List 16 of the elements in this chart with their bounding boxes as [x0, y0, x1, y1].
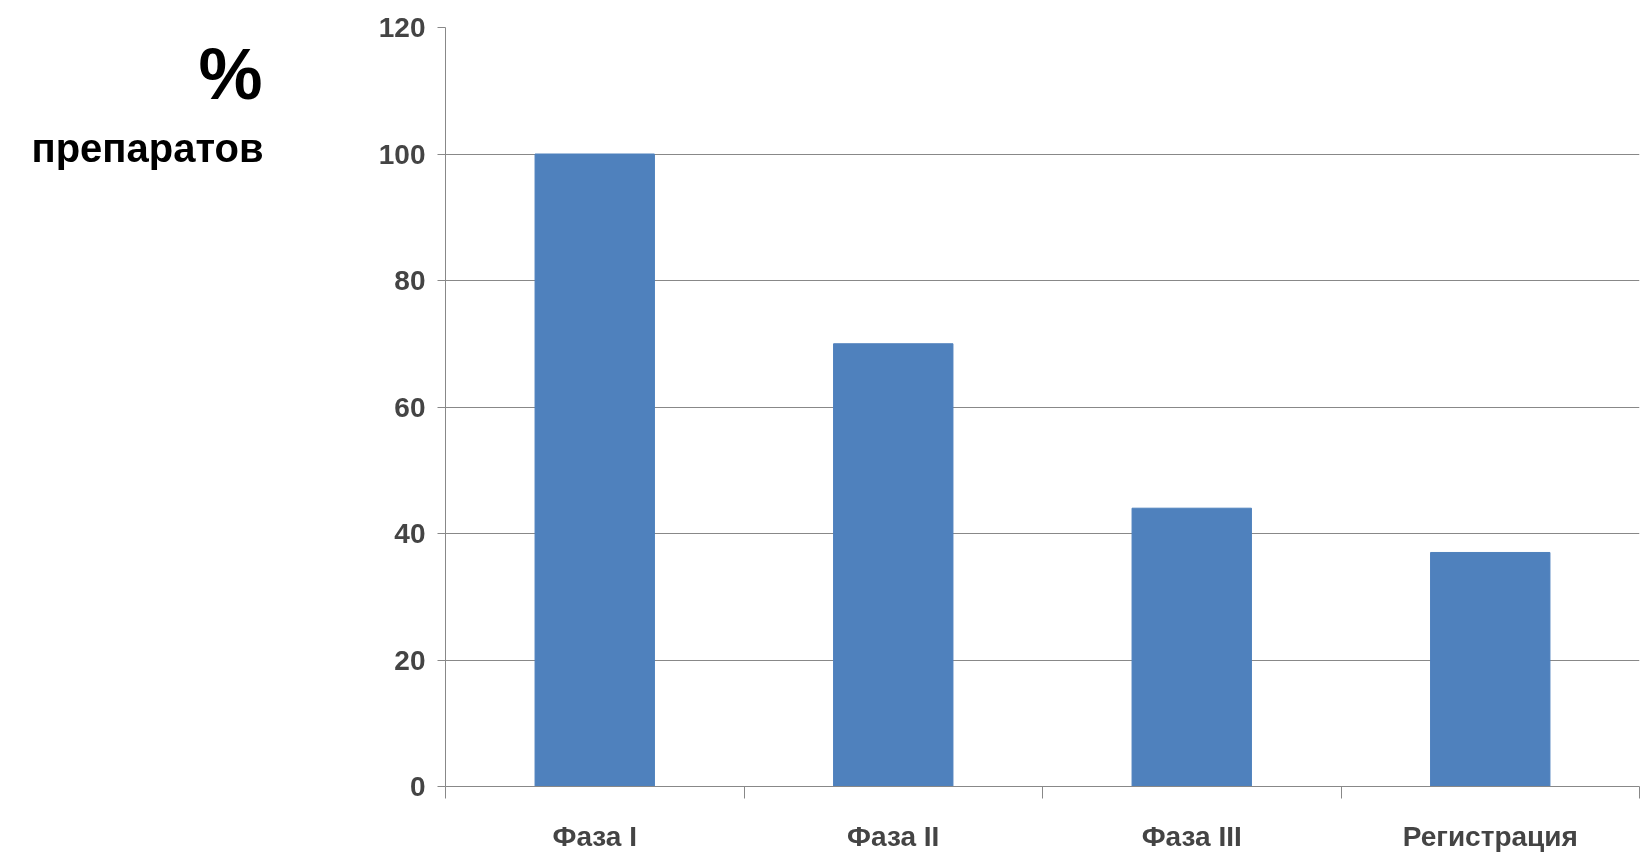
bar [534, 153, 655, 787]
y-tick-label: 20 [394, 644, 426, 676]
bar [1131, 507, 1252, 787]
y-tick-label: 120 [378, 12, 426, 43]
x-tick-label: Регистрация [1402, 820, 1578, 852]
x-tick-label: Фаза III [1141, 820, 1242, 852]
x-tick-label: Фаза I [552, 820, 637, 852]
y-tick-label: 100 [378, 138, 426, 170]
y-axis-title: % препаратов [31, 33, 264, 171]
bar [833, 343, 954, 787]
y-tick-label: 60 [394, 391, 426, 423]
y-tick-label: 0 [409, 771, 426, 802]
x-tick-label: Фаза II [847, 820, 940, 852]
bar [1430, 551, 1551, 787]
y-tick-label: 80 [394, 265, 426, 296]
y-tick-label: 40 [394, 518, 426, 549]
